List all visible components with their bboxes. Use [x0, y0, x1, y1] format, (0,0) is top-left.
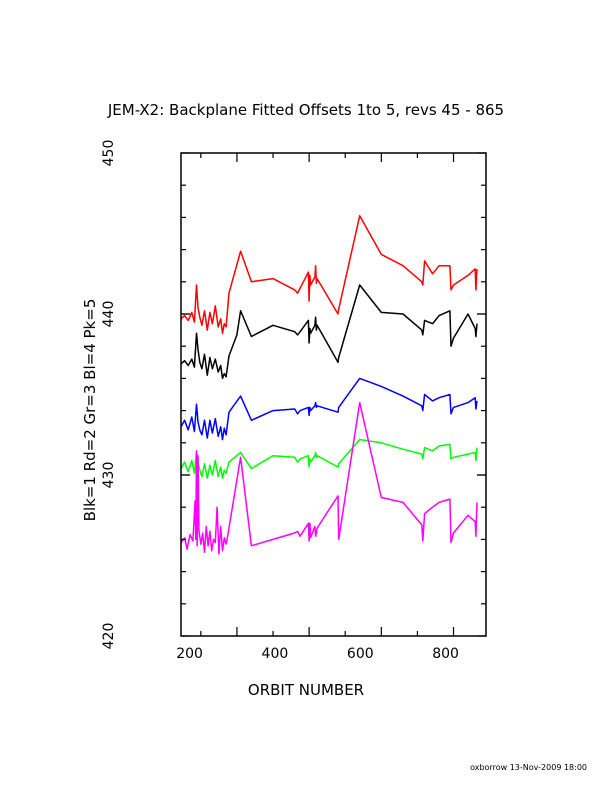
x-tick-label-400: 400	[262, 646, 289, 662]
series-layer	[180, 215, 478, 555]
y-tick-label-450: 450	[101, 140, 117, 167]
plot-frame	[180, 152, 487, 637]
y-tick-label-440: 440	[101, 301, 117, 328]
y-tick-label-430: 430	[101, 462, 117, 489]
y-tick-label-420: 420	[101, 623, 117, 650]
series-1-line	[180, 284, 478, 380]
series-5-line	[180, 401, 478, 555]
y-axis-label: Blk=1 Rd=2 Gr=3 Bl=4 Pk=5	[81, 299, 99, 522]
x-axis-label: ORBIT NUMBER	[248, 681, 364, 699]
footer-credit: oxborrow 13-Nov-2009 18:00	[470, 763, 587, 772]
series-2-line	[180, 215, 478, 335]
series-4-line	[180, 377, 478, 441]
x-tick-label-200: 200	[176, 646, 203, 662]
series-3-line	[180, 438, 478, 479]
x-tick-label-800: 800	[432, 646, 459, 662]
tick-layer	[181, 152, 486, 637]
chart-title: JEM-X2: Backplane Fitted Offsets 1to 5, …	[107, 101, 504, 119]
x-tick-label-600: 600	[347, 646, 374, 662]
